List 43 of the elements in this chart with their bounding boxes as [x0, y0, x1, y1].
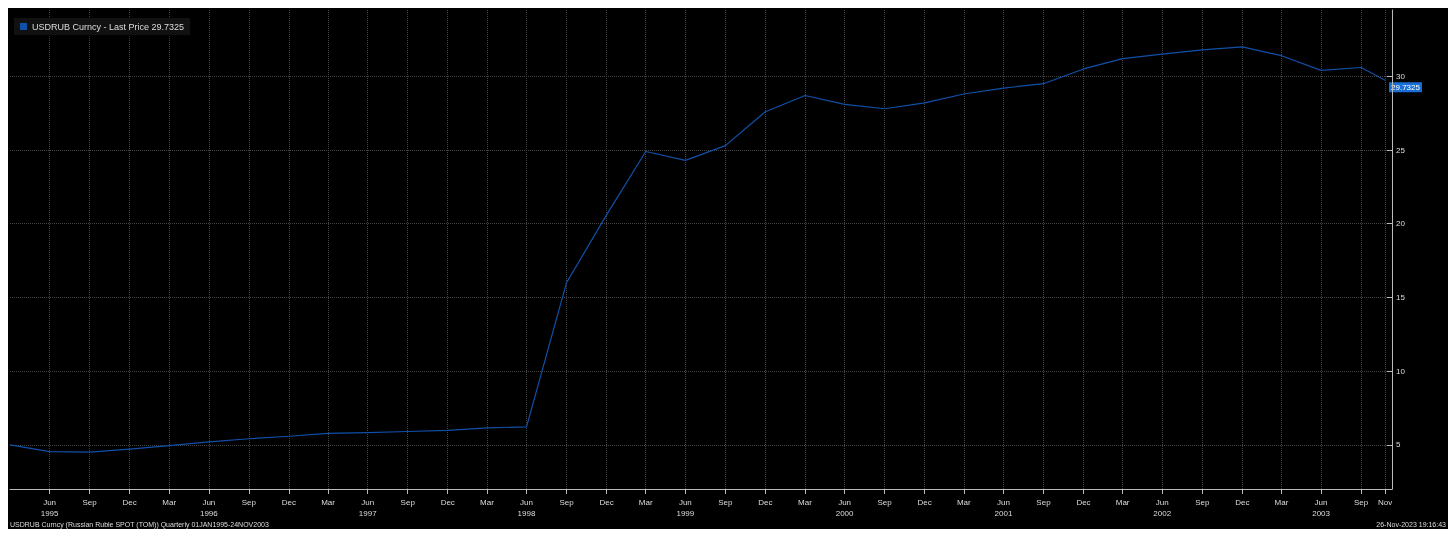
x-tick-label: Mar: [321, 498, 336, 507]
x-tick-label: Dec: [758, 498, 773, 507]
x-tick-label: Sep: [559, 498, 575, 507]
x-tick-label: Sep: [1036, 498, 1052, 507]
x-tick-label: Mar: [638, 498, 653, 507]
x-tick-label: Mar: [480, 498, 495, 507]
y-tick-label: 20: [1396, 219, 1406, 229]
x-tick-label: Jun 2000: [835, 498, 855, 518]
x-tick-label: Dec: [440, 498, 455, 507]
x-tick-label: Mar: [1115, 498, 1130, 507]
x-tick-label: Mar: [1274, 498, 1289, 507]
x-tick-label: Jun 2003: [1312, 498, 1331, 518]
legend-label: USDRUB Curncy - Last Price 29.7325: [32, 21, 185, 32]
x-tick-label: Dec: [599, 498, 614, 507]
line-series: [9, 46, 1386, 453]
x-tick-label: Mar: [956, 498, 972, 507]
x-tick-label: Sep: [1353, 498, 1369, 507]
x-tick-label: Dec: [1235, 498, 1250, 507]
x-tick-label: Sep: [718, 498, 734, 507]
x-tick-label: Sep: [877, 498, 893, 507]
x-tick-label: Dec: [281, 498, 297, 507]
x-tick-label: Jun 1996: [199, 498, 219, 518]
x-tick-label: Mar: [162, 498, 177, 507]
y-tick-label: 10: [1396, 366, 1406, 376]
x-tick-label: Jun 2001: [994, 498, 1013, 518]
x-tick-label: Sep: [1195, 498, 1210, 507]
x-tick-label: Nov: [1377, 498, 1393, 507]
x-tick-label: Jun 1999: [676, 498, 695, 518]
x-tick-label: Dec: [122, 498, 137, 507]
x-tick-label: Jun 1995: [40, 498, 60, 518]
x-tick-label: Dec: [1076, 498, 1091, 507]
x-tick-label: Dec: [917, 498, 932, 507]
y-tick-label: 25: [1396, 145, 1406, 155]
y-tick-label: 30: [1396, 71, 1406, 81]
x-tick-label: Mar: [798, 498, 813, 507]
x-tick-label: Sep: [82, 498, 98, 507]
y-tick-label: 5: [1396, 440, 1401, 450]
x-tick-label: Sep: [400, 498, 416, 507]
x-tick-label: Sep: [241, 498, 257, 507]
x-tick-label: Jun 1997: [358, 498, 378, 518]
x-tick-label: Jun 1998: [517, 498, 536, 518]
x-tick-label: Jun 2002: [1153, 498, 1172, 518]
y-tick-label: 15: [1396, 292, 1406, 302]
